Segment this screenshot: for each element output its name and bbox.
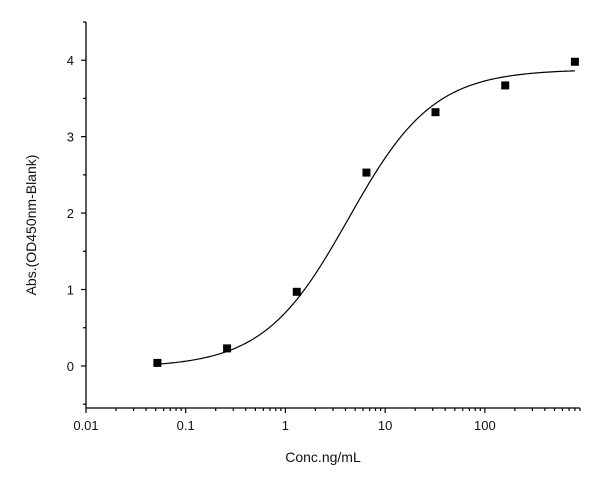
data-point xyxy=(223,344,232,353)
y-ticks: 0 1 2 3 4 xyxy=(67,21,86,405)
data-point xyxy=(570,57,579,66)
x-tick-label: 1 xyxy=(282,418,289,433)
data-point xyxy=(362,168,371,177)
axes xyxy=(85,22,580,409)
x-tick-label: 100 xyxy=(474,418,496,433)
x-ticks: 0.01 0.1 1 10 100 xyxy=(73,408,581,433)
data-point xyxy=(292,287,301,296)
data-points xyxy=(153,57,579,367)
data-point xyxy=(501,81,510,90)
y-tick-label: 3 xyxy=(67,130,74,145)
fit-curve xyxy=(157,70,575,365)
x-tick-label: 0.01 xyxy=(73,418,98,433)
data-point xyxy=(153,358,162,367)
x-tick-label: 10 xyxy=(378,418,392,433)
data-point xyxy=(431,108,440,117)
y-tick-label: 1 xyxy=(67,283,74,298)
x-axis-label: Conc.ng/mL xyxy=(285,449,361,465)
y-axis-label: Abs.(OD450nm-Blank) xyxy=(23,155,39,296)
y-tick-label: 0 xyxy=(67,359,74,374)
y-tick-label: 2 xyxy=(67,206,74,221)
x-tick-label: 0.1 xyxy=(177,418,195,433)
y-tick-label: 4 xyxy=(67,53,74,68)
